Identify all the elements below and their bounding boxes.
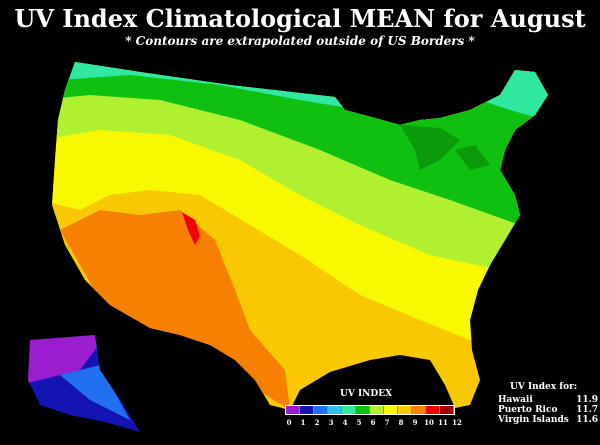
legend-tick: 9 — [412, 418, 418, 427]
legend-swatch — [342, 406, 356, 414]
great-lakes — [400, 125, 490, 170]
other-locations-header: UV Index for: — [510, 382, 578, 392]
legend-ticks: 0 1 2 3 4 5 6 7 8 9 10 11 12 — [282, 418, 464, 427]
location-uv-value: 11.6 — [576, 415, 598, 425]
legend-swatch — [412, 406, 426, 414]
legend-tick: 3 — [328, 418, 334, 427]
other-locations-panel: UV Index for: Hawaii 11.9 Puerto Rico 11.7 V… — [498, 382, 598, 425]
legend-tick: 8 — [398, 418, 404, 427]
location-name: Puerto Rico — [498, 405, 558, 415]
map-title: UV Index Climatological MEAN for August — [14, 4, 586, 33]
legend-swatch — [314, 406, 328, 414]
legend-color-bar — [285, 405, 455, 415]
legend-tick: 7 — [384, 418, 390, 427]
uv-band-10 — [182, 212, 200, 245]
legend-swatch — [440, 406, 454, 414]
legend-swatch — [384, 406, 398, 414]
legend-tick: 4 — [342, 418, 348, 427]
legend-swatch — [370, 406, 384, 414]
legend-swatch — [426, 406, 440, 414]
legend-swatch — [286, 406, 300, 414]
legend-title: UV INDEX — [340, 389, 393, 399]
location-uv-value: 11.9 — [576, 395, 598, 405]
legend-swatch — [398, 406, 412, 414]
legend-swatch — [300, 406, 314, 414]
legend-tick: 0 — [286, 418, 292, 427]
legend-tick: 10 — [424, 418, 434, 427]
legend-tick: 12 — [452, 418, 462, 427]
legend-tick: 6 — [370, 418, 376, 427]
location-row: Hawaii 11.9 — [498, 395, 598, 405]
alaska — [28, 335, 140, 432]
location-row: Virgin Islands 11.6 — [498, 415, 598, 425]
legend-tick: 11 — [438, 418, 448, 427]
location-uv-value: 11.7 — [576, 405, 598, 415]
legend-tick: 5 — [356, 418, 362, 427]
location-name: Hawaii — [498, 395, 533, 405]
location-row: Puerto Rico 11.7 — [498, 405, 598, 415]
location-name: Virgin Islands — [498, 415, 569, 425]
uv-band-5 — [52, 62, 548, 230]
legend-swatch — [356, 406, 370, 414]
legend-tick: 2 — [314, 418, 320, 427]
map-subtitle: * Contours are extrapolated outside of U… — [125, 34, 475, 48]
legend-tick: 1 — [300, 418, 306, 427]
legend-swatch — [328, 406, 342, 414]
